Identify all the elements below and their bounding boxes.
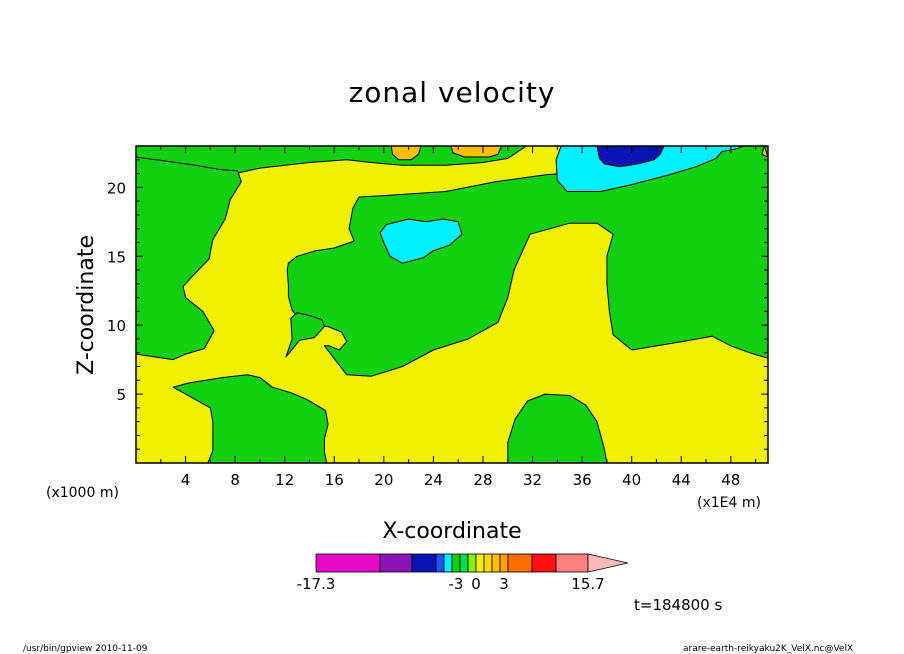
colorbar: -17.3 -3 0 3 15.7 [297, 553, 629, 593]
x-tick-label: 28 [473, 471, 492, 489]
x-tick-label: 8 [230, 471, 240, 489]
x-tick-label: 36 [573, 471, 592, 489]
x-axis-label: X-coordinate [382, 519, 521, 544]
colorbar-label: 15.7 [571, 575, 604, 593]
colorbar-swatch [531, 553, 557, 573]
colorbar-swatch [555, 553, 589, 573]
x-tick-label: 32 [523, 471, 542, 489]
colorbar-swatch [467, 553, 477, 573]
colorbar-swatch [475, 553, 485, 573]
colorbar-swatch [459, 553, 469, 573]
y-tick-label: 20 [107, 179, 126, 197]
colorbar-label: 3 [499, 575, 509, 593]
colorbar-label: -3 [449, 575, 464, 593]
x-tick-label: 20 [374, 471, 393, 489]
y-axis-label: Z-coordinate [74, 235, 99, 375]
x-unit-label: (x1E4 m) [697, 495, 761, 511]
x-tick-label: 40 [622, 471, 641, 489]
colorbar-label: -17.3 [297, 575, 336, 593]
region-green-3 [286, 145, 769, 377]
colorbar-swatch [435, 553, 445, 573]
colorbar-swatch [451, 553, 461, 573]
y-tick-label: 10 [107, 317, 126, 335]
x-tick-label: 44 [672, 471, 691, 489]
colorbar-swatch [483, 553, 493, 573]
region-green-1 [135, 145, 527, 175]
x-tick-label: 24 [424, 471, 443, 489]
colorbar-swatch [491, 553, 501, 573]
y-axis: 5 10 15 20 [107, 159, 768, 450]
colorbar-label: 0 [471, 575, 481, 593]
colorbar-swatch [411, 553, 437, 573]
colorbar-swatch [315, 553, 381, 573]
x-axis: 4 8 12 16 20 24 28 32 36 40 44 48 [160, 146, 757, 489]
x-tick-label: 16 [325, 471, 344, 489]
colorbar-extend-arrow [587, 553, 629, 573]
footer-left: /usr/bin/gpview 2010-11-09 [23, 644, 148, 654]
region-green-4 [285, 312, 325, 358]
colorbar-swatch [499, 553, 509, 573]
x-tick-label: 48 [721, 471, 740, 489]
y-tick-label: 5 [116, 386, 126, 404]
footer-right: arare-earth-reikyaku2K_VelX.nc@VelX [683, 644, 853, 654]
region-blue-9 [596, 145, 665, 168]
region-orange-12 [761, 145, 769, 158]
plot-frame [135, 145, 769, 464]
region-cyan-7 [379, 218, 463, 264]
x-tick-label: 12 [275, 471, 294, 489]
contour-regions [135, 145, 769, 464]
time-label: t=184800 s [634, 596, 722, 614]
region-green-2 [135, 156, 242, 361]
colorbar-swatch [379, 553, 413, 573]
colorbar-swatch [507, 553, 533, 573]
region-green-5 [172, 374, 329, 464]
y-tick-label: 15 [107, 248, 126, 266]
x-tick-label: 4 [181, 471, 191, 489]
y-unit-label: (x1000 m) [46, 485, 119, 501]
region-green-6 [507, 393, 608, 464]
colorbar-swatch [443, 553, 453, 573]
chart-title: zonal velocity [349, 76, 556, 109]
